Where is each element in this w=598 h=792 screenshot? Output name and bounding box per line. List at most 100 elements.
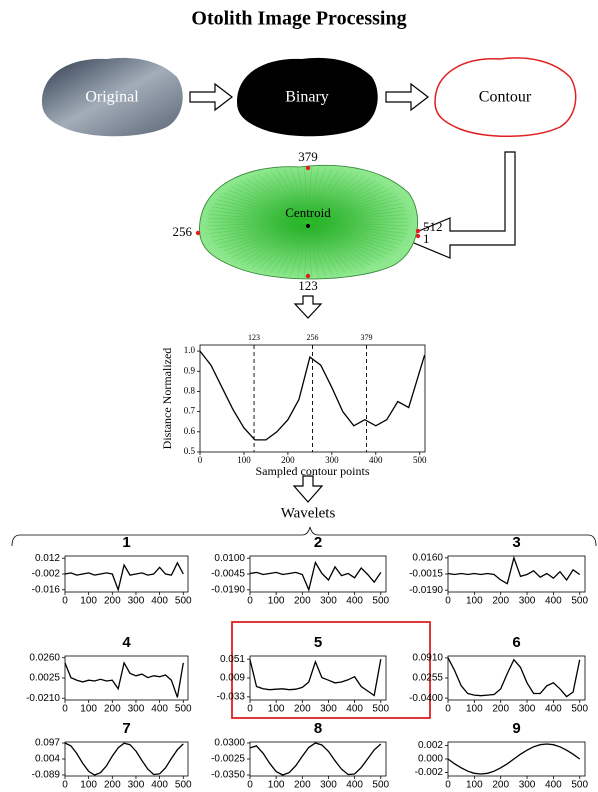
x-tick-label: 300 xyxy=(519,596,536,607)
plot-frame xyxy=(64,741,189,777)
point-label: 256 xyxy=(173,224,193,239)
x-tick-label: 200 xyxy=(104,596,121,607)
ray xyxy=(251,176,309,223)
contour-point xyxy=(415,233,421,239)
ray xyxy=(307,167,319,223)
ray xyxy=(223,221,309,252)
centroid-shape xyxy=(198,164,419,280)
y-tick-label: 0.0100 xyxy=(214,553,245,564)
ray xyxy=(210,210,309,223)
chart: 0 100 200 300 400 500 0.0100 -0.0045 -0.0190 2 xyxy=(211,534,389,607)
x-tick-label: 200 xyxy=(492,704,509,715)
ray xyxy=(231,221,309,258)
y-tick-label: 0.009 xyxy=(220,673,245,684)
ray xyxy=(307,221,346,274)
ray xyxy=(307,214,408,223)
node-label: Binary xyxy=(285,89,329,106)
contour-point xyxy=(195,230,201,236)
ray xyxy=(307,221,352,272)
ray xyxy=(276,221,309,275)
arrow xyxy=(189,82,233,112)
y-axis-label: Distance Normalized xyxy=(160,348,174,450)
data-line xyxy=(249,560,382,592)
data-line xyxy=(447,743,581,775)
ray xyxy=(307,221,406,234)
ray xyxy=(276,169,309,223)
wavelets-label: Wavelets xyxy=(281,505,336,521)
plot-frame xyxy=(249,741,387,777)
x-tick-label: 0 xyxy=(445,596,451,607)
ray xyxy=(307,210,406,223)
contour-point xyxy=(305,165,311,171)
chart: 0 100 200 300 400 500 0.051 0.009 -0.033 5 xyxy=(217,634,390,715)
centroid-label: Centroid xyxy=(285,205,331,220)
x-tick-label: 500 xyxy=(175,596,192,607)
x-tick-label: 200 xyxy=(294,704,311,715)
ray xyxy=(307,221,400,245)
data-line xyxy=(249,658,382,697)
x-tick-label: 400 xyxy=(346,596,363,607)
x-tick-label: 100 xyxy=(466,780,483,791)
chart: 0 100 200 300 400 500 0.0160 -0.0015 -0.0190 3 xyxy=(409,534,588,607)
chart: 0 100 200 300 400 500 0.097 0.004 -0.089 7 xyxy=(32,720,192,791)
ray xyxy=(307,221,381,261)
x-tick-label: 100 xyxy=(268,704,285,715)
y-tick-label: 1.0 xyxy=(184,345,196,355)
x-tick-label: 0 xyxy=(62,704,68,715)
x-tick-label: 0 xyxy=(445,704,451,715)
ray xyxy=(307,221,389,255)
x-tick-label: 200 xyxy=(104,780,121,791)
ray xyxy=(270,170,309,223)
ray xyxy=(307,167,326,223)
ray xyxy=(307,221,393,252)
x-tick-label: 100 xyxy=(80,780,97,791)
x-tick-label: 300 xyxy=(325,455,339,465)
x-tick-label: 100 xyxy=(80,596,97,607)
ray xyxy=(307,221,333,276)
ray xyxy=(257,221,309,270)
ray xyxy=(307,221,326,277)
ray xyxy=(307,183,381,223)
ray xyxy=(307,178,370,223)
y-tick-label: 0.9 xyxy=(184,365,196,375)
x-tick-label: 400 xyxy=(151,704,168,715)
ray xyxy=(240,180,309,223)
ray xyxy=(307,221,403,242)
ray xyxy=(307,221,405,238)
y-tick-label: -0.0210 xyxy=(26,693,60,704)
arrow xyxy=(292,475,324,503)
y-tick-label: 0.0910 xyxy=(412,652,443,663)
chart: 0 100 200 300 400 500 0.5 0.6 0.7 0.8 0.9 1.0 123 256… xyxy=(160,333,427,478)
data-line xyxy=(64,661,184,698)
x-tick-label: 500 xyxy=(372,704,389,715)
x-tick-label: 400 xyxy=(346,704,363,715)
y-tick-label: -0.0015 xyxy=(409,569,443,580)
ray xyxy=(307,217,408,223)
y-tick-label: 0.002 xyxy=(418,740,443,751)
x-axis-label: Sampled contour points xyxy=(256,464,370,478)
marker-label: 379 xyxy=(361,333,373,342)
ray xyxy=(208,221,309,227)
chart: 0 100 200 300 400 500 0.002 0.000 -0.002 9 xyxy=(415,720,589,791)
x-tick-label: 100 xyxy=(237,455,251,465)
ray xyxy=(235,221,309,261)
x-tick-label: 0 xyxy=(445,780,451,791)
ray xyxy=(307,174,359,223)
y-tick-label: 0.0300 xyxy=(214,738,245,749)
x-tick-label: 400 xyxy=(151,780,168,791)
x-tick-label: 400 xyxy=(545,780,562,791)
point-label: 379 xyxy=(298,149,318,164)
chart: 0 100 200 300 400 500 0.0910 0.0255 -0.0400 6 xyxy=(409,634,588,715)
data-line xyxy=(447,657,581,698)
y-tick-label: 0.0255 xyxy=(412,673,443,684)
point-label: 1 xyxy=(423,231,430,246)
x-tick-label: 200 xyxy=(104,704,121,715)
ray xyxy=(219,195,309,223)
ray xyxy=(216,199,309,223)
y-tick-label: -0.0190 xyxy=(211,584,245,595)
x-tick-label: 400 xyxy=(545,596,562,607)
ray xyxy=(307,195,397,223)
ray xyxy=(297,221,309,277)
x-tick-label: 300 xyxy=(128,704,145,715)
